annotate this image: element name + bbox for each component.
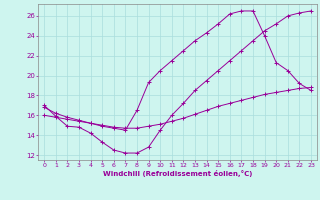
X-axis label: Windchill (Refroidissement éolien,°C): Windchill (Refroidissement éolien,°C) <box>103 170 252 177</box>
